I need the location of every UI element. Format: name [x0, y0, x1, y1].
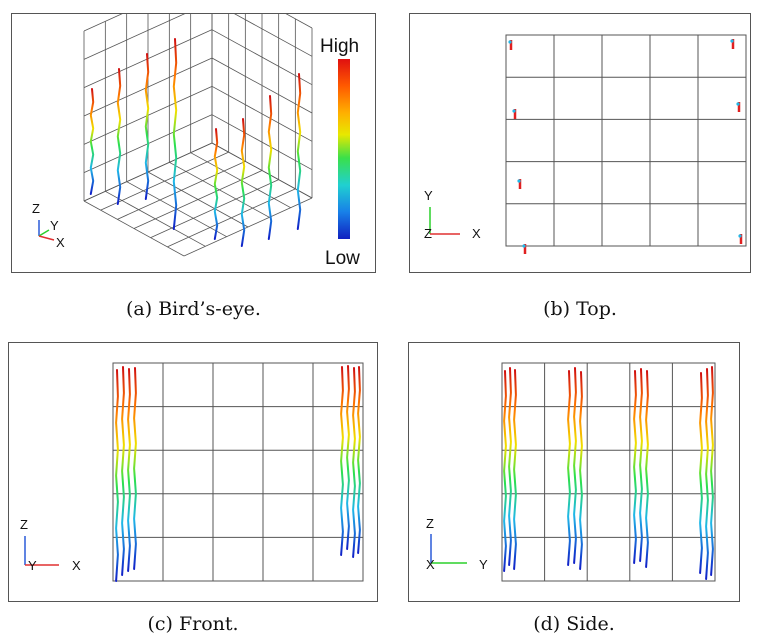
- top-marker-dot: [517, 179, 521, 183]
- front-trajectory-line: [121, 366, 125, 576]
- side-trajectory-line: [503, 370, 507, 572]
- side-plot: Z X Y: [426, 362, 716, 582]
- front-plot: Z Y X: [20, 362, 364, 582]
- top-marker-dot: [730, 39, 734, 43]
- axis-triad: Z Y X: [20, 517, 81, 573]
- colorbar-high-label: High: [320, 36, 359, 57]
- cube-grid-line: [211, 142, 313, 199]
- side-lines: [503, 366, 714, 580]
- top-markers: [508, 39, 743, 254]
- front-grid: [112, 362, 364, 582]
- cube-grid-line: [83, 14, 186, 60]
- cube-grid-line: [147, 171, 249, 228]
- colorbar: High Low: [320, 36, 360, 269]
- axis-y-label: Y: [28, 558, 37, 573]
- side-trajectory-line: [508, 367, 512, 566]
- top-marker-dot: [736, 102, 740, 106]
- colorbar-gradient: [338, 59, 350, 239]
- cube-grid-line: [83, 14, 123, 32]
- side-trajectory-line: [633, 370, 637, 564]
- axis-y-label: Y: [479, 557, 488, 572]
- axis-triad: Z X Y: [426, 516, 488, 572]
- top-grid-border: [505, 34, 747, 247]
- axis-z-label: Z: [32, 201, 40, 216]
- side-grid: [501, 362, 716, 582]
- axis-triad: Y Z X: [424, 188, 481, 241]
- top-plot: Y Z X: [424, 34, 747, 254]
- top-marker-dot: [738, 234, 742, 238]
- front-lines: [115, 365, 361, 582]
- side-trajectory-line: [705, 368, 709, 580]
- axis-z-label: Z: [20, 517, 28, 532]
- top-marker-dot: [512, 109, 516, 113]
- panel-birds-eye: High Low Z Y X: [11, 13, 376, 273]
- front-trajectory-line: [352, 367, 356, 558]
- front-trajectory-line: [346, 365, 350, 550]
- top-grid: [505, 34, 747, 247]
- front-trajectory-line: [115, 369, 119, 582]
- trajectory-line: [144, 53, 150, 200]
- side-trajectory-line: [710, 366, 714, 576]
- axis-x-label: X: [426, 557, 435, 572]
- panel-front: Z Y X: [8, 342, 378, 602]
- axis-x-label: X: [56, 235, 65, 250]
- axis-y-label: Y: [424, 188, 433, 203]
- birds-eye-plot: High Low Z Y X: [32, 14, 360, 269]
- side-trajectory-line: [567, 370, 571, 566]
- cube-grid-line: [285, 14, 313, 29]
- side-grid-border: [501, 362, 716, 582]
- trajectory-line: [296, 73, 302, 230]
- trajectory-line: [240, 118, 246, 247]
- trajectory-lines: [89, 38, 302, 247]
- front-trajectory-line: [357, 366, 361, 554]
- caption-a: (a) Bird’s-eye.: [126, 298, 261, 320]
- axis-triad: Z Y X: [32, 201, 65, 250]
- panel-top: Y Z X: [409, 13, 751, 273]
- axis-z-label: Z: [426, 516, 434, 531]
- side-trajectory-line: [579, 371, 583, 570]
- colorbar-low-label: Low: [325, 248, 360, 269]
- axis-x-label: X: [72, 558, 81, 573]
- trajectory-line: [213, 128, 219, 240]
- front-grid-border: [112, 362, 364, 582]
- cube-grid-line: [234, 14, 313, 57]
- trajectory-line: [267, 95, 273, 240]
- front-trajectory-line: [340, 366, 344, 556]
- axis-x-label: X: [472, 226, 481, 241]
- side-trajectory-line: [513, 369, 517, 570]
- panel-side: Z X Y: [408, 342, 740, 602]
- trajectory-line: [89, 88, 95, 195]
- axis-z-label: Z: [424, 226, 432, 241]
- cube-grid-line: [169, 161, 270, 218]
- cube-grid-line: [117, 160, 246, 220]
- caption-d: (d) Side.: [533, 613, 615, 635]
- top-marker-dot: [508, 40, 512, 44]
- side-trajectory-line: [573, 367, 577, 564]
- side-trajectory-line: [699, 372, 703, 574]
- caption-c: (c) Front.: [147, 613, 239, 635]
- front-trajectory-line: [127, 368, 131, 572]
- trajectory-line: [116, 68, 122, 205]
- caption-b: (b) Top.: [543, 298, 617, 320]
- side-trajectory-line: [645, 370, 649, 568]
- cube-grid-line: [190, 152, 291, 209]
- axis-y-label: Y: [50, 218, 59, 233]
- top-marker-dot: [522, 244, 526, 248]
- side-trajectory-line: [639, 368, 643, 562]
- trajectory-line: [172, 38, 178, 230]
- front-trajectory-line: [133, 367, 137, 570]
